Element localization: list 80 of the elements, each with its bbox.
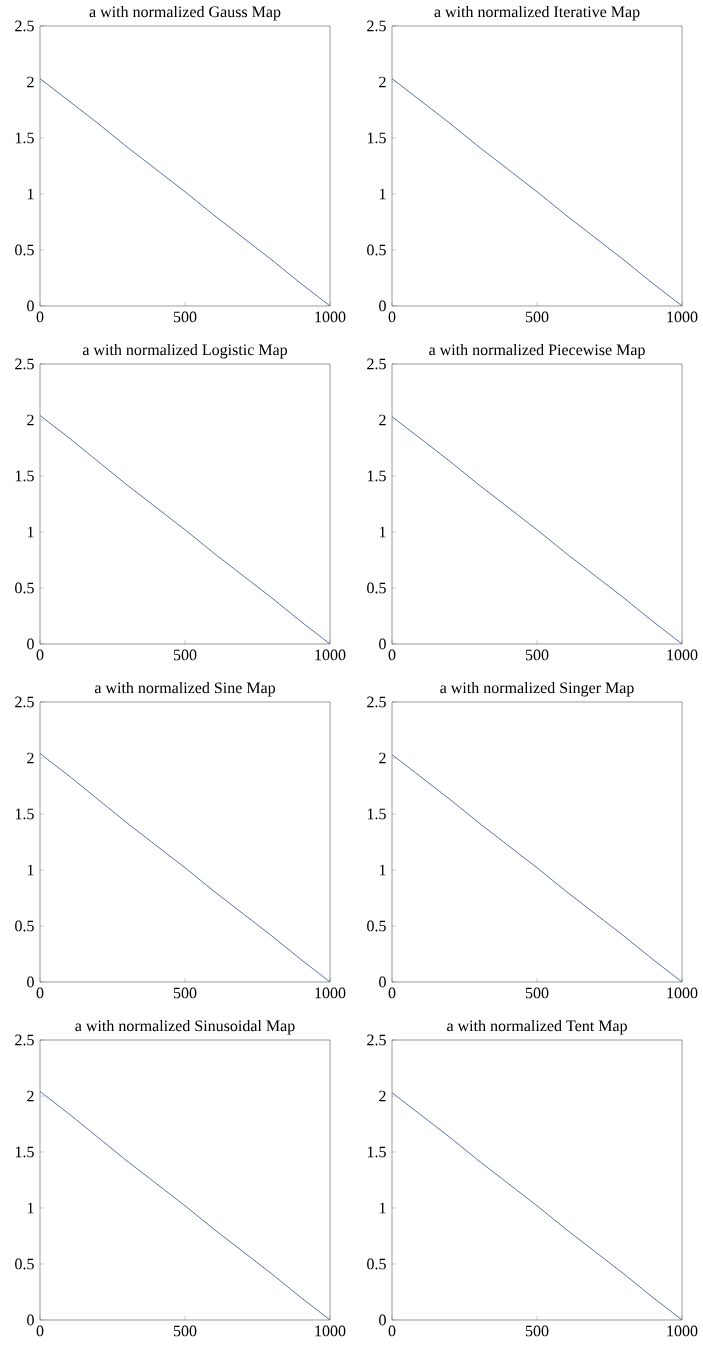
y-tick-label: 2.5 <box>15 20 34 32</box>
x-tick-label: 1000 <box>667 649 698 661</box>
y-tick-label: 1 <box>27 526 34 538</box>
y-tick-label: 1 <box>379 1202 386 1214</box>
x-tick-label: 1000 <box>315 649 346 661</box>
x-tick-label: 1000 <box>667 311 698 323</box>
x-tick-label: 500 <box>525 311 549 323</box>
y-tick-label: 0.5 <box>367 1258 386 1270</box>
x-tick-label: 1000 <box>667 1325 698 1337</box>
y-tick-label: 1.5 <box>367 470 386 482</box>
chart-title: a with normalized Gauss Map <box>89 5 281 21</box>
x-tick-label: 0 <box>388 987 396 999</box>
x-tick-label: 0 <box>388 649 396 661</box>
x-tick-label: 1000 <box>315 311 346 323</box>
x-tick-label: 500 <box>525 649 549 661</box>
y-tick-label: 1 <box>379 526 386 538</box>
x-tick-label: 1000 <box>667 987 698 999</box>
x-tick-label: 1000 <box>315 1325 346 1337</box>
y-tick-label: 2.5 <box>15 1034 34 1046</box>
chart-title: a with normalized Sine Map <box>94 681 276 697</box>
y-tick-label: 2.5 <box>15 696 34 708</box>
y-tick-label: 1 <box>379 864 386 876</box>
x-tick-label: 0 <box>36 311 44 323</box>
y-tick-label: 0 <box>27 638 34 650</box>
y-tick-label: 1 <box>27 188 34 200</box>
y-tick-label: 2.5 <box>15 358 34 370</box>
y-tick-label: 0.5 <box>15 244 34 256</box>
y-tick-label: 2 <box>379 76 386 88</box>
y-tick-label: 0.5 <box>15 582 34 594</box>
x-tick-label: 0 <box>388 311 396 323</box>
y-tick-label: 1 <box>27 864 34 876</box>
y-tick-label: 2 <box>379 414 386 426</box>
y-tick-label: 2 <box>27 76 34 88</box>
y-tick-label: 0.5 <box>367 244 386 256</box>
chart-title: a with normalized Piecewise Map <box>429 343 645 359</box>
y-tick-label: 0 <box>27 300 34 312</box>
y-tick-label: 2.5 <box>367 696 386 708</box>
y-tick-label: 0.5 <box>15 1258 34 1270</box>
y-tick-label: 2 <box>27 752 34 764</box>
y-tick-label: 1 <box>379 188 386 200</box>
x-tick-label: 0 <box>388 1325 396 1337</box>
x-tick-label: 0 <box>36 1325 44 1337</box>
y-tick-label: 0.5 <box>15 920 34 932</box>
y-tick-label: 0 <box>379 638 386 650</box>
y-tick-label: 0.5 <box>367 582 386 594</box>
chart-title: a with normalized Logistic Map <box>82 343 288 359</box>
y-tick-label: 1.5 <box>15 1146 34 1158</box>
y-tick-label: 0 <box>27 1314 34 1326</box>
y-tick-label: 2 <box>27 1090 34 1102</box>
chart-title: a with normalized Tent Map <box>447 1019 627 1035</box>
x-tick-label: 0 <box>36 987 44 999</box>
x-tick-label: 0 <box>36 649 44 661</box>
y-tick-label: 1.5 <box>15 132 34 144</box>
x-tick-label: 500 <box>525 1325 549 1337</box>
y-tick-label: 1.5 <box>367 132 386 144</box>
y-tick-label: 0 <box>379 1314 386 1326</box>
y-tick-label: 2 <box>379 752 386 764</box>
y-tick-label: 0.5 <box>367 920 386 932</box>
x-tick-label: 500 <box>173 649 197 661</box>
y-tick-label: 2 <box>27 414 34 426</box>
y-tick-label: 0 <box>379 300 386 312</box>
y-tick-label: 1.5 <box>367 808 386 820</box>
y-tick-label: 0 <box>379 976 386 988</box>
y-tick-label: 2.5 <box>367 358 386 370</box>
x-tick-label: 500 <box>173 987 197 999</box>
x-tick-label: 1000 <box>315 987 346 999</box>
y-tick-label: 1 <box>27 1202 34 1214</box>
y-tick-label: 1.5 <box>367 1146 386 1158</box>
x-tick-label: 500 <box>525 987 549 999</box>
y-tick-label: 0 <box>27 976 34 988</box>
chart-title: a with normalized Sinusoidal Map <box>75 1019 295 1035</box>
chart-title: a with normalized Singer Map <box>440 681 634 697</box>
chart-title: a with normalized Iterative Map <box>434 5 640 21</box>
y-tick-label: 2.5 <box>367 20 386 32</box>
x-tick-label: 500 <box>173 311 197 323</box>
y-tick-label: 1.5 <box>15 808 34 820</box>
x-tick-label: 500 <box>173 1325 197 1337</box>
y-tick-label: 1.5 <box>15 470 34 482</box>
y-tick-label: 2.5 <box>367 1034 386 1046</box>
y-tick-label: 2 <box>379 1090 386 1102</box>
